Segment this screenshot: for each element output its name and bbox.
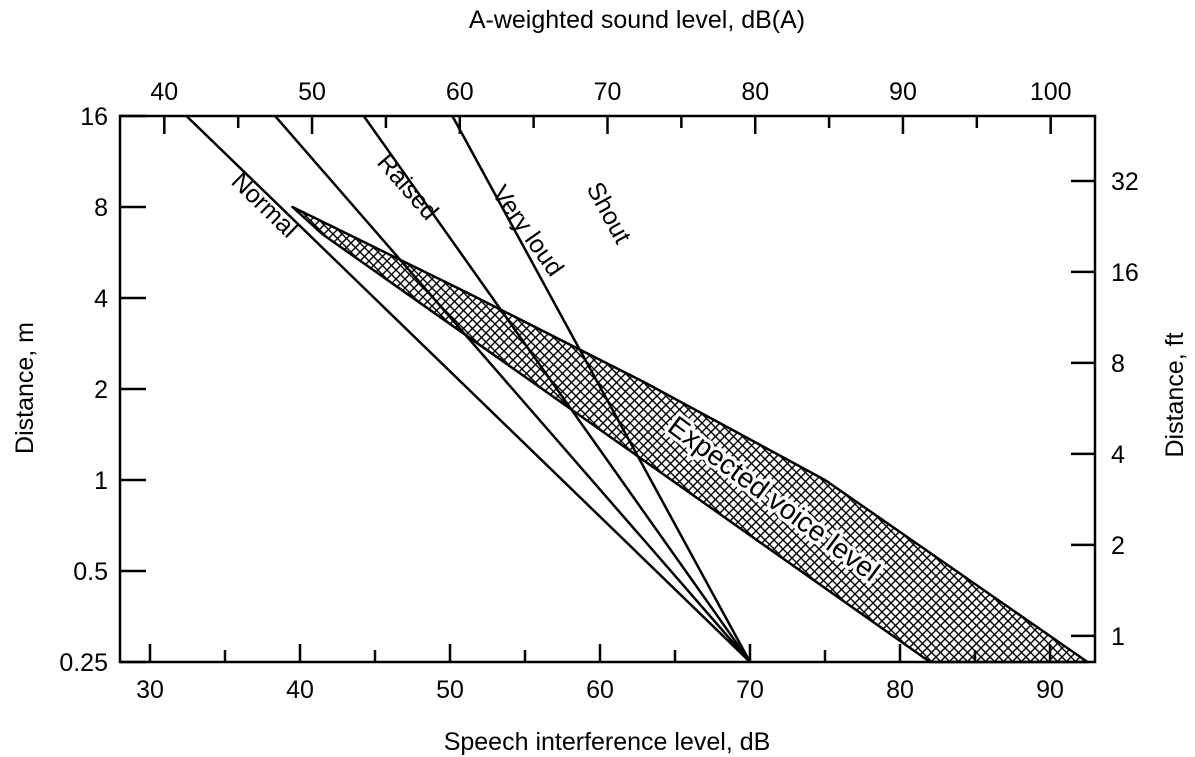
top-tick-label: 90 <box>889 78 917 106</box>
top-tick-label: 100 <box>1030 78 1072 106</box>
bottom-tick-label: 50 <box>436 676 464 704</box>
bottom-axis-title: Speech interference level, dB <box>444 728 771 756</box>
top-axis-title: A-weighted sound level, dB(A) <box>469 6 805 34</box>
top-tick-label: 70 <box>594 78 622 106</box>
left-tick-label: 0.5 <box>73 558 108 586</box>
series-line-raised <box>274 115 751 663</box>
series-line-very-loud <box>362 115 752 663</box>
top-tick-label: 60 <box>446 78 474 106</box>
curve-label-raised: Raised <box>371 149 443 226</box>
right-axis-title: Distance, ft <box>1161 332 1189 457</box>
left-tick-label: 2 <box>94 376 108 404</box>
series-line-normal <box>185 115 751 663</box>
bottom-tick-label: 70 <box>736 676 764 704</box>
left-tick-label: 8 <box>94 194 108 222</box>
bottom-tick-label: 80 <box>886 676 914 704</box>
right-tick-label: 8 <box>1111 350 1125 378</box>
right-tick-label: 1 <box>1111 623 1125 651</box>
curve-label-normal: Normal <box>226 167 303 243</box>
left-tick-label: 1 <box>94 467 108 495</box>
bottom-tick-label: 30 <box>136 676 164 704</box>
bottom-tick-label: 60 <box>586 676 614 704</box>
left-tick-label: 16 <box>80 103 108 131</box>
left-tick-label: 0.25 <box>59 649 108 677</box>
right-tick-label: 32 <box>1111 168 1139 196</box>
top-tick-label: 40 <box>150 78 178 106</box>
right-tick-label: 16 <box>1111 259 1139 287</box>
right-tick-label: 2 <box>1111 532 1125 560</box>
bottom-tick-label: 40 <box>286 676 314 704</box>
curve-label-very-loud: Very loud <box>486 180 569 281</box>
top-tick-label: 50 <box>298 78 326 106</box>
left-axis-title: Distance, m <box>11 322 39 454</box>
left-tick-label: 4 <box>94 285 108 313</box>
expected-voice-level-band <box>291 205 1089 664</box>
bottom-tick-label: 90 <box>1036 676 1064 704</box>
right-tick-label: 4 <box>1111 441 1125 469</box>
series-line-shout <box>451 115 752 663</box>
top-tick-label: 80 <box>741 78 769 106</box>
curve-label-shout: Shout <box>581 177 637 248</box>
